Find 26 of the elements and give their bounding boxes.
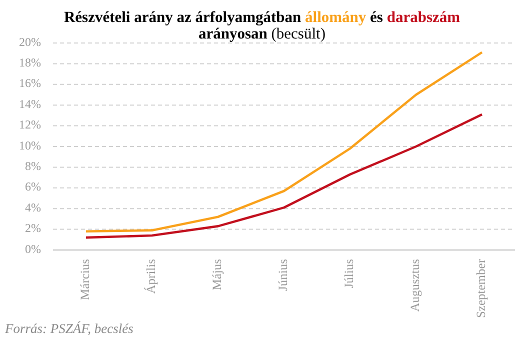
text: Forrás: PSZÁF, becslés xyxy=(4,321,134,336)
x-tick-label: Július xyxy=(342,258,356,288)
y-tick-label: 20% xyxy=(19,34,41,49)
x-tick-label: Június xyxy=(276,258,290,291)
y-tick-label: 8% xyxy=(25,158,41,173)
y-tick-label: 2% xyxy=(25,221,41,236)
text: darabszám xyxy=(386,9,460,26)
text: állomány xyxy=(305,9,366,26)
y-tick-label: 14% xyxy=(19,96,41,111)
x-tick-label: Augusztus xyxy=(408,258,422,312)
chart-subtitle: arányosan (becsült) xyxy=(198,26,326,42)
line-series xyxy=(84,51,484,233)
text: és xyxy=(370,9,383,26)
chart-title: Részvételi arány az árfolyamgátban xyxy=(64,9,302,26)
y-tick-label: 6% xyxy=(25,180,41,194)
x-tick-label: Április xyxy=(144,258,158,294)
y-tick-label: 18% xyxy=(19,55,41,70)
x-tick-label: Március xyxy=(78,258,92,300)
x-tick-label: Május xyxy=(210,258,224,290)
y-tick-label: 16% xyxy=(19,76,41,90)
y-tick-label: 12% xyxy=(19,118,41,132)
y-tick-label: 4% xyxy=(25,200,41,214)
x-tick-label: Szeptember xyxy=(474,258,488,318)
y-tick-label: 0% xyxy=(25,242,41,256)
line-series xyxy=(84,113,484,239)
y-tick-label: 10% xyxy=(19,138,41,152)
